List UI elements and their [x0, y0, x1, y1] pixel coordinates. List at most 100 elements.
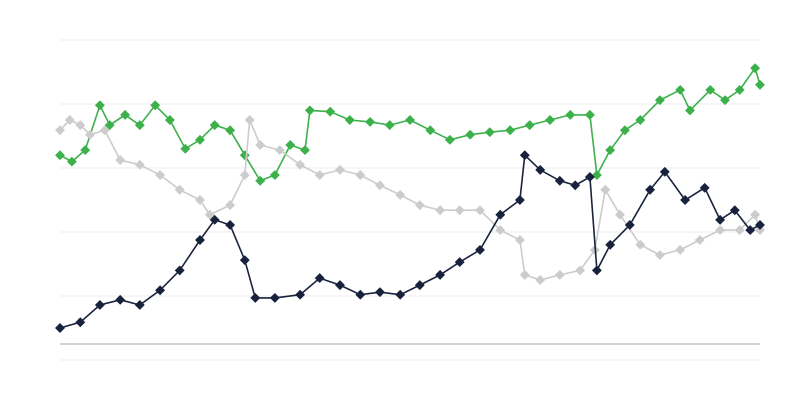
series-1-point [239, 170, 250, 180]
series-1-point [195, 195, 205, 205]
series-1-point [335, 164, 345, 175]
series-2-point [645, 184, 656, 195]
series-0-point [705, 84, 716, 95]
series-1-point [535, 275, 546, 285]
series-1-point [225, 200, 236, 211]
series-1-point [274, 145, 285, 156]
series-2-point [729, 205, 740, 216]
series-2-point [495, 209, 506, 220]
series-1-point [755, 225, 765, 236]
series-0-point [750, 63, 761, 74]
series-1-point [204, 209, 215, 220]
series-2-point [755, 220, 765, 230]
series-1-point [514, 235, 525, 245]
series-2-point [699, 182, 710, 193]
series-0-point [425, 125, 436, 136]
series-0-point [150, 100, 161, 111]
series-1-point [255, 140, 266, 150]
series-0-point [269, 170, 280, 180]
series-2-point [55, 323, 65, 333]
series-0-point [545, 115, 555, 125]
series-1-point [355, 170, 366, 180]
series-0-point [300, 145, 310, 156]
series-2-point [314, 273, 325, 284]
series-1-point [155, 170, 166, 180]
series-2-point [295, 289, 306, 300]
series-0-point [120, 109, 131, 120]
series-0-point [484, 127, 495, 138]
series-2-point [680, 195, 691, 205]
series-2-point [355, 289, 366, 300]
series-1-point [64, 115, 75, 125]
series-2-point [519, 150, 530, 161]
series-2-point [454, 257, 465, 268]
series-1-point [554, 269, 565, 280]
series-2-point [250, 292, 261, 303]
series-0-point [384, 120, 395, 131]
series-2-point [554, 175, 565, 186]
series-1-point [694, 235, 705, 245]
series-0-point [405, 115, 415, 125]
series-0-point [619, 125, 630, 136]
series-0-point [734, 84, 745, 95]
series-1-point [519, 269, 530, 280]
series-0-point [225, 125, 236, 136]
series-2-point [174, 265, 185, 276]
series-2-point [624, 220, 635, 230]
series-0-point [94, 100, 105, 111]
series-2-point [475, 244, 485, 255]
series-2-point [269, 292, 280, 303]
series-2-point [535, 164, 546, 175]
series-2-point [745, 225, 756, 236]
series-2-point [414, 280, 425, 291]
series-0-point [134, 120, 145, 131]
series-0-point [591, 170, 602, 180]
series-1-point [134, 159, 145, 170]
series-1-point [715, 225, 726, 236]
series-1-point [115, 155, 126, 165]
series-0-point [505, 125, 516, 136]
series-1-point [675, 244, 686, 255]
series-0-point [584, 109, 595, 120]
series-0-point [195, 134, 205, 145]
series-0-point [465, 129, 476, 140]
series-2-point [395, 289, 406, 300]
series-1-point [635, 239, 646, 250]
series-1-point [615, 209, 625, 220]
series-0-point [239, 150, 250, 161]
series-2-point [155, 285, 166, 296]
series-0-point [635, 115, 646, 125]
series-1-point [575, 265, 586, 276]
series-0-point [654, 95, 665, 106]
series-line-2 [59, 153, 761, 329]
series-0-point [304, 105, 315, 116]
series-0-point [344, 115, 355, 125]
series-0-point [755, 79, 765, 90]
series-1-point [314, 170, 325, 180]
series-0-point [565, 109, 576, 120]
series-2-point [335, 280, 345, 291]
series-2-point [225, 220, 236, 230]
series-0-point [80, 145, 91, 156]
series-0-point [164, 115, 175, 125]
series-1-point [295, 159, 306, 170]
series-1-point [734, 225, 745, 236]
series-2-point [584, 172, 595, 182]
series-1-point [85, 129, 96, 140]
series-0-point [675, 84, 686, 95]
series-1-point [750, 209, 761, 220]
series-2-point [134, 300, 145, 310]
series-0-point [720, 95, 730, 106]
series-2-point [605, 239, 616, 250]
series-0-point [180, 143, 191, 154]
series-2-point [570, 180, 581, 191]
series-2-point [659, 166, 670, 177]
series-0-point [685, 105, 695, 116]
series-1-point [454, 205, 465, 216]
series-1-point [395, 189, 406, 200]
series-1-point [174, 184, 185, 195]
series-0-point [66, 156, 77, 167]
series-2-point [715, 214, 726, 225]
